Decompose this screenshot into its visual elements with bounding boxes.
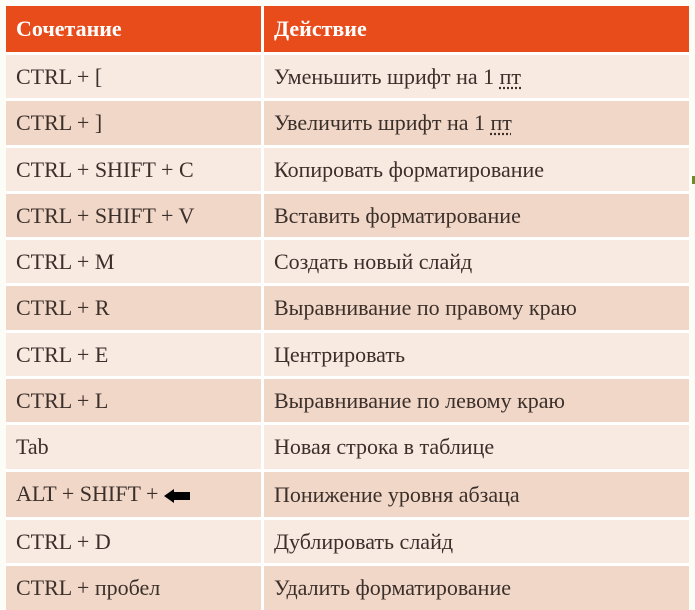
cell-action: Понижение уровня абзаца bbox=[264, 469, 689, 517]
cell-shortcut: CTRL + E bbox=[6, 330, 264, 376]
action-text: Новая строка в таблице bbox=[274, 434, 494, 459]
shortcut-text: ALT + SHIFT + bbox=[16, 481, 164, 506]
table-row: ALT + SHIFT + Понижение уровня абзаца bbox=[6, 469, 689, 517]
cell-action: Уменьшить шрифт на 1 пт bbox=[264, 52, 689, 98]
cell-action: Увеличить шрифт на 1 пт bbox=[264, 98, 689, 144]
action-text: Увеличить шрифт на 1 bbox=[274, 110, 490, 135]
action-text: Выравнивание по правому краю bbox=[274, 295, 577, 320]
table-row: CTRL + D Дублировать слайд bbox=[6, 517, 689, 563]
action-text: Копировать форматирование bbox=[274, 157, 544, 182]
cell-action: Создать новый слайд bbox=[264, 237, 689, 283]
action-text: Вставить форматирование bbox=[274, 203, 521, 228]
cell-shortcut: CTRL + M bbox=[6, 237, 264, 283]
table-header-row: Сочетание Действие bbox=[6, 6, 689, 52]
table-row: CTRL + R Выравнивание по правому краю bbox=[6, 283, 689, 329]
cell-shortcut: CTRL + D bbox=[6, 517, 264, 563]
table-row: CTRL + [ Уменьшить шрифт на 1 пт bbox=[6, 52, 689, 98]
cell-action: Выравнивание по левому краю bbox=[264, 376, 689, 422]
cell-action: Центрировать bbox=[264, 330, 689, 376]
table-row: CTRL + SHIFT + C Копировать форматирован… bbox=[6, 145, 689, 191]
cell-action: Новая строка в таблице bbox=[264, 422, 689, 468]
left-arrow-icon bbox=[164, 483, 190, 508]
action-text: Дублировать слайд bbox=[274, 529, 453, 554]
action-text: Выравнивание по левому краю bbox=[274, 388, 565, 413]
table-row: CTRL + E Центрировать bbox=[6, 330, 689, 376]
table-row: CTRL + пробел Удалить форматирование bbox=[6, 563, 689, 609]
action-text: Создать новый слайд bbox=[274, 249, 472, 274]
table-row: CTRL + M Создать новый слайд bbox=[6, 237, 689, 283]
action-text-dotted: пт bbox=[490, 110, 511, 135]
cell-shortcut: CTRL + R bbox=[6, 283, 264, 329]
cell-shortcut: CTRL + L bbox=[6, 376, 264, 422]
cell-shortcut: ALT + SHIFT + bbox=[6, 469, 264, 517]
action-text: Центрировать bbox=[274, 342, 405, 367]
cell-shortcut: CTRL + пробел bbox=[6, 563, 264, 609]
cell-action: Дублировать слайд bbox=[264, 517, 689, 563]
cell-action: Выравнивание по правому краю bbox=[264, 283, 689, 329]
action-text: Уменьшить шрифт на 1 bbox=[274, 64, 500, 89]
table-row: Tab Новая строка в таблице bbox=[6, 422, 689, 468]
col-header-shortcut: Сочетание bbox=[6, 6, 264, 52]
action-text: Понижение уровня абзаца bbox=[274, 482, 520, 507]
cell-action: Удалить форматирование bbox=[264, 563, 689, 609]
action-text: Удалить форматирование bbox=[274, 575, 511, 600]
cell-shortcut: Tab bbox=[6, 422, 264, 468]
action-text-dotted: пт bbox=[500, 64, 521, 89]
cell-shortcut: CTRL + SHIFT + C bbox=[6, 145, 264, 191]
cell-action: Вставить форматирование bbox=[264, 191, 689, 237]
cell-action: Копировать форматирование bbox=[264, 145, 689, 191]
col-header-action: Действие bbox=[264, 6, 689, 52]
table-row: CTRL + SHIFT + V Вставить форматирование bbox=[6, 191, 689, 237]
table-body: CTRL + [ Уменьшить шрифт на 1 пт CTRL + … bbox=[6, 52, 689, 610]
table-row: CTRL + ] Увеличить шрифт на 1 пт bbox=[6, 98, 689, 144]
cell-shortcut: CTRL + ] bbox=[6, 98, 264, 144]
shortcuts-table: Сочетание Действие CTRL + [ Уменьшить шр… bbox=[6, 6, 689, 610]
cell-shortcut: CTRL + SHIFT + V bbox=[6, 191, 264, 237]
cell-shortcut: CTRL + [ bbox=[6, 52, 264, 98]
table-row: CTRL + L Выравнивание по левому краю bbox=[6, 376, 689, 422]
